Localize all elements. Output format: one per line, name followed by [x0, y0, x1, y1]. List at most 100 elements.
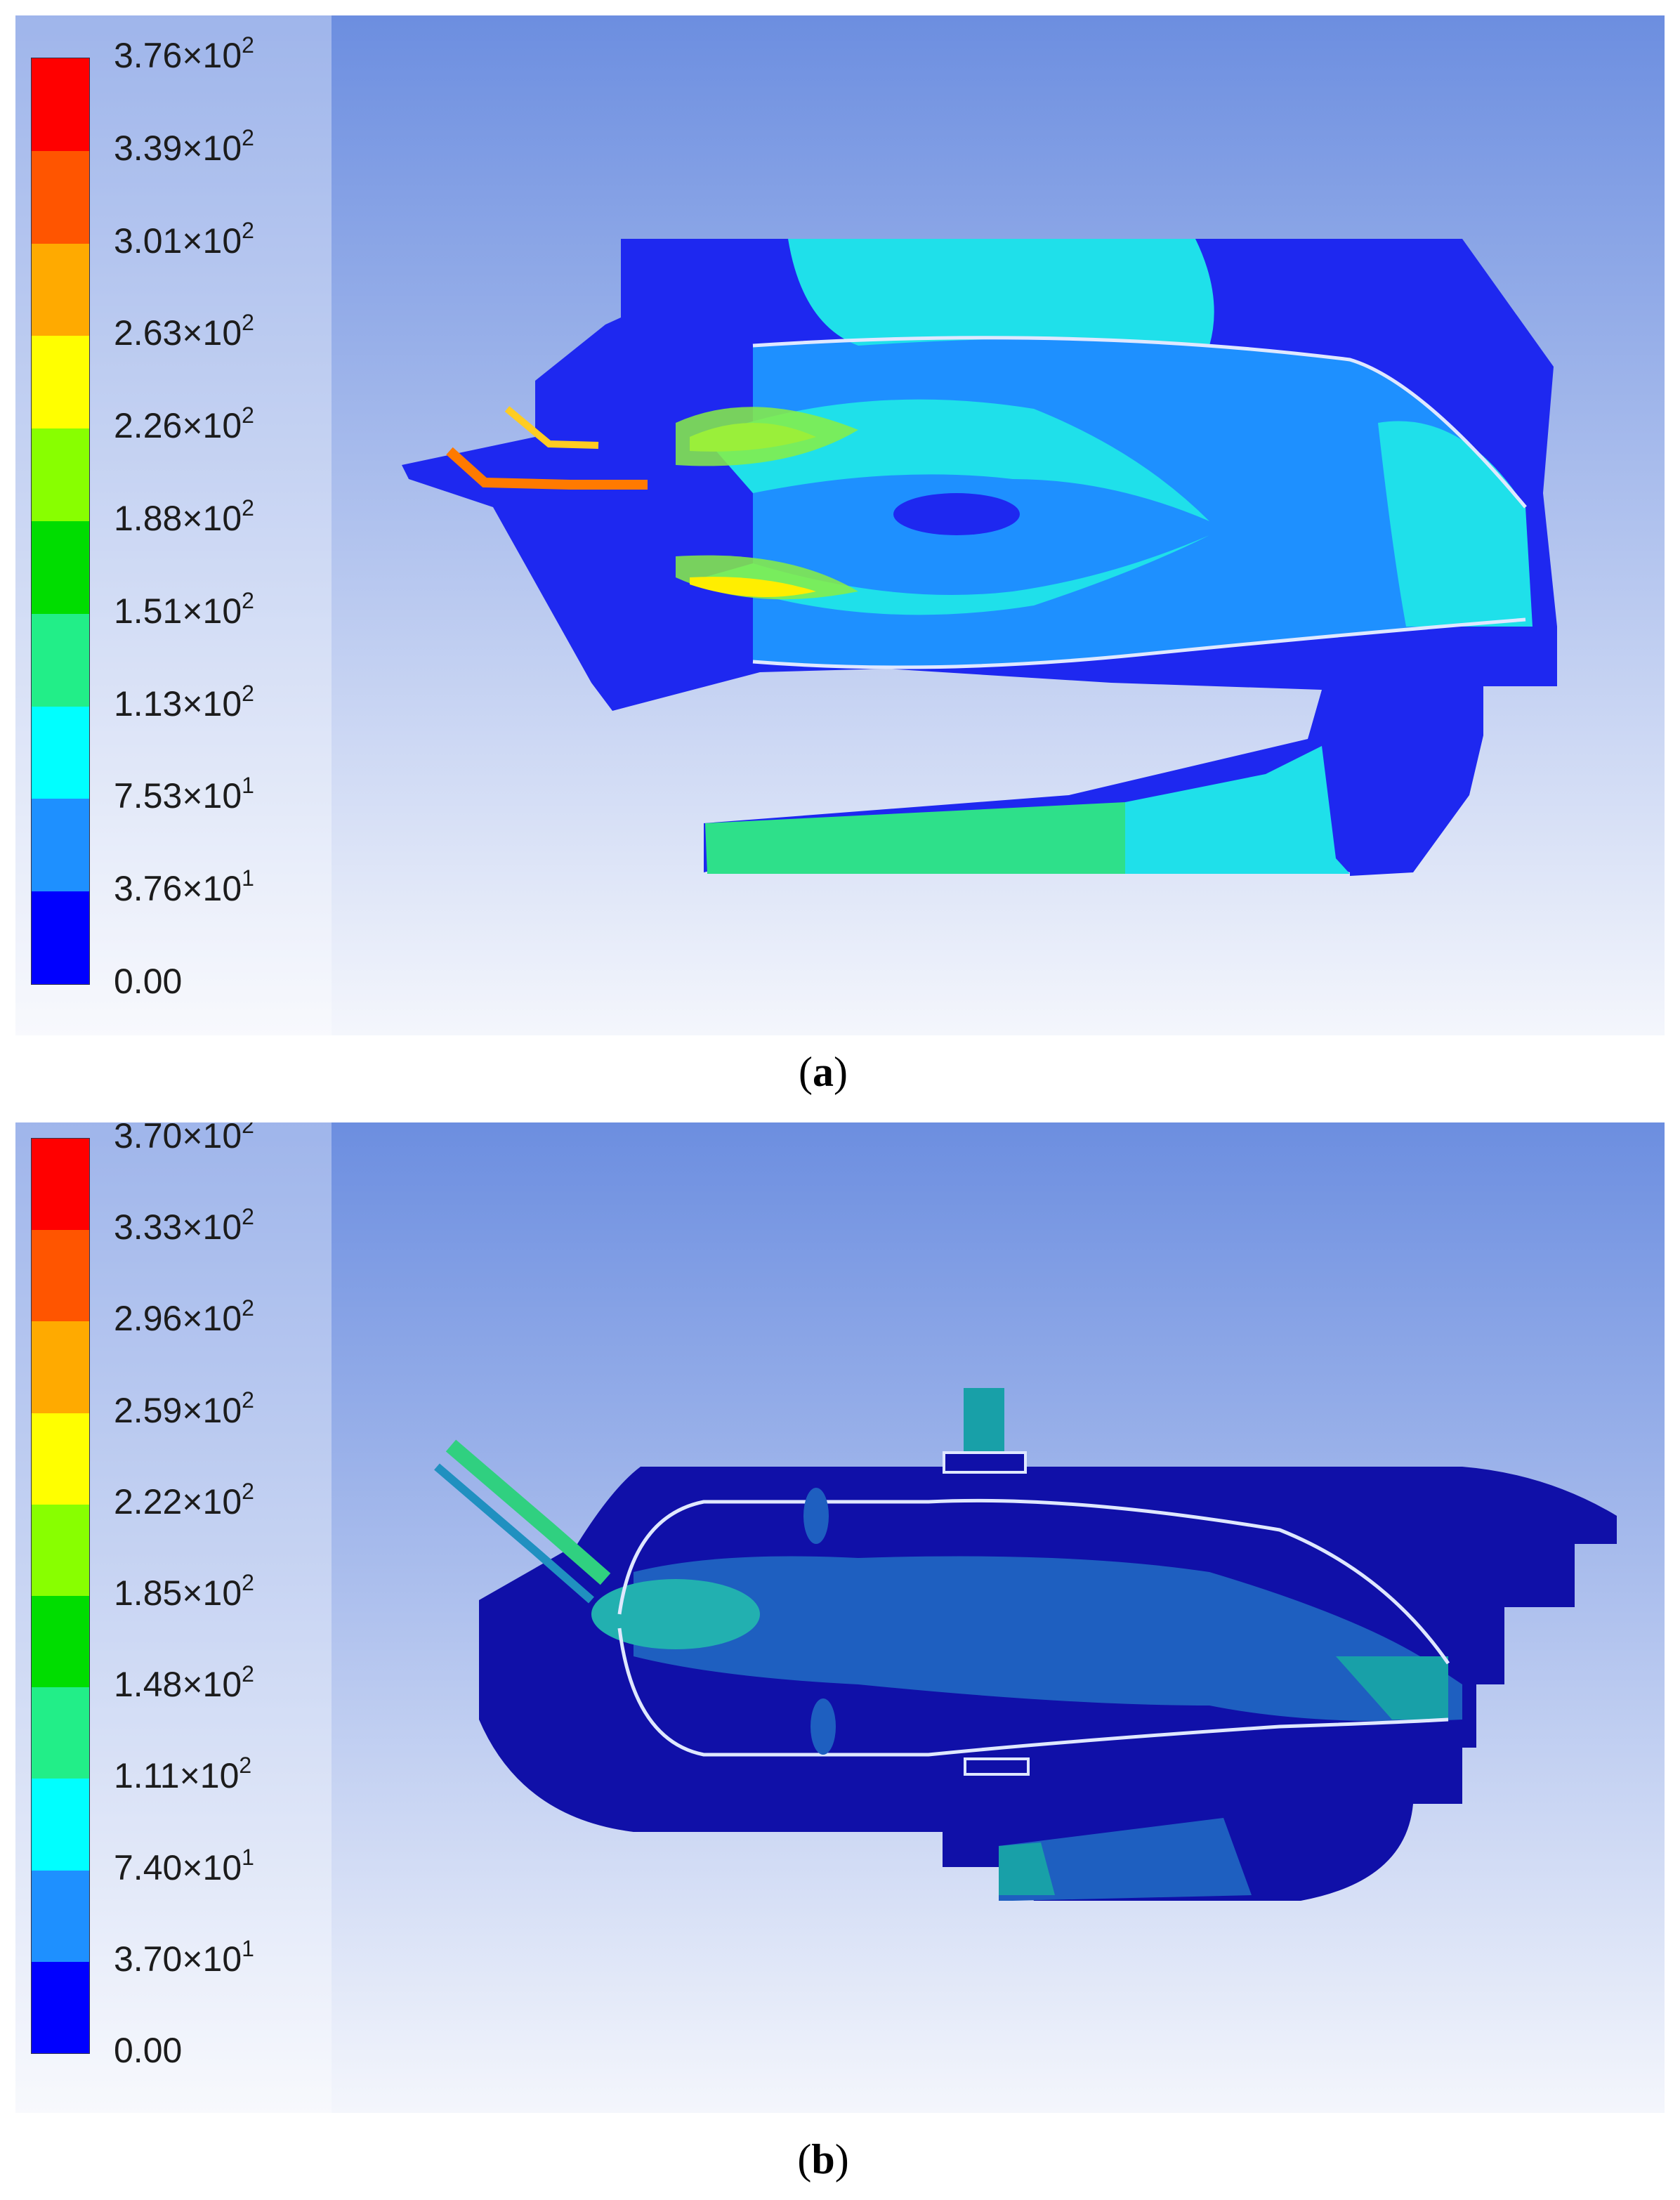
color-swatch [32, 613, 89, 707]
panel-b-legend: 3.70×102 3.33×102 2.96×102 2.59×102 2.22×102… [15, 1122, 332, 2113]
tick-exponent: 2 [242, 310, 254, 336]
color-swatch [32, 428, 89, 521]
tick-label: 1.13×102 [114, 682, 254, 721]
tick-mantissa: 1.48×10 [114, 1665, 242, 1705]
tick-mantissa: 3.33×10 [114, 1207, 242, 1248]
tick-label: 7.40×101 [114, 1846, 254, 1887]
tick-label: 7.53×101 [114, 774, 254, 816]
color-swatch [32, 336, 89, 429]
tick-mantissa: 1.51×10 [114, 591, 242, 631]
color-swatch [32, 1139, 89, 1231]
tick-label: 2.22×102 [114, 1480, 254, 1521]
tick-label: 1.85×102 [114, 1571, 254, 1613]
tick-exponent: 2 [242, 32, 254, 58]
tick-exponent: 1 [242, 773, 254, 799]
lower-jet-hot [690, 577, 816, 597]
color-swatch [32, 1779, 89, 1871]
tick-exponent: 2 [242, 1295, 254, 1321]
upper-annulus-region [788, 239, 1214, 346]
color-swatch [32, 799, 89, 892]
tick-label: 3.39×102 [114, 126, 254, 168]
liner-wall [752, 336, 1527, 669]
tick-exponent: 2 [242, 680, 254, 706]
tick-label: 2.59×102 [114, 1389, 254, 1430]
tick-label: 2.96×102 [114, 1297, 254, 1339]
tick-mantissa: 2.96×10 [114, 1299, 242, 1339]
panel-a-legend: 3.76×102 3.39×102 3.01×102 2.63×102 2.26×102… [15, 15, 332, 1035]
tick-mantissa: 3.76×10 [114, 869, 242, 909]
tick-exponent: 2 [242, 402, 254, 428]
color-swatch [32, 1595, 89, 1688]
panel-b-caption: (b) [797, 2136, 849, 2182]
tick-mantissa: 1.11×10 [114, 1756, 239, 1796]
tick-label: 3.76×102 [114, 34, 254, 75]
tick-mantissa: 7.40×10 [114, 1847, 242, 1887]
color-swatch [32, 1321, 89, 1413]
fuel-pipe-green [445, 1439, 611, 1585]
tick-exponent: 2 [242, 1204, 254, 1230]
fuel-nozzle-hot [446, 447, 648, 490]
color-swatch [32, 1230, 89, 1322]
panel-a: 3.76×102 3.39×102 3.01×102 2.63×102 2.26×102… [15, 15, 1665, 1035]
panel-b-velocity-contour [434, 1388, 1617, 1901]
color-swatch [32, 243, 89, 336]
lower-duct-region [999, 1818, 1252, 1901]
tick-label: 2.63×102 [114, 311, 254, 353]
lower-port [964, 1757, 1030, 1776]
tick-exponent: 2 [242, 1661, 254, 1687]
tick-exponent: 2 [242, 1478, 254, 1504]
tick-exponent: 2 [242, 1570, 254, 1595]
color-swatch [32, 520, 89, 614]
color-bar [31, 58, 90, 985]
fuel-pipe-teal [434, 1463, 594, 1604]
tick-exponent: 1 [242, 1844, 254, 1870]
tick-mantissa: 7.53×10 [114, 776, 242, 816]
color-swatch [32, 706, 89, 799]
tick-mantissa: 3.01×10 [114, 221, 242, 261]
tick-exponent: 2 [242, 495, 254, 520]
color-swatch [32, 1870, 89, 1962]
tick-label: 3.70×101 [114, 1937, 254, 1979]
tick-mantissa: 1.85×10 [114, 1573, 242, 1613]
tick-label: 1.88×102 [114, 497, 254, 538]
liner-core-region [634, 1556, 1462, 1722]
tick-label: 0.00 [114, 964, 182, 999]
panel-a-caption: (a) [799, 1049, 848, 1095]
tick-mantissa: 0.00 [114, 962, 183, 1001]
top-tube-base [943, 1451, 1027, 1474]
tick-mantissa: 2.26×10 [114, 406, 242, 446]
tick-mantissa: 1.88×10 [114, 499, 242, 538]
upper-jet-ring [676, 407, 858, 466]
tick-mantissa: 3.39×10 [114, 128, 242, 168]
tick-label: 1.11×102 [114, 1754, 251, 1796]
upper-eddy [803, 1488, 829, 1544]
tick-exponent: 2 [242, 217, 254, 243]
tick-exponent: 2 [242, 124, 254, 150]
tick-mantissa: 2.63×10 [114, 313, 242, 353]
tick-exponent: 2 [242, 1122, 254, 1138]
color-swatch [32, 1413, 89, 1505]
tick-label: 3.01×102 [114, 219, 254, 261]
tick-mantissa: 3.70×10 [114, 1939, 242, 1979]
color-swatch [32, 1687, 89, 1779]
color-swatch [32, 891, 89, 984]
tick-mantissa: 3.70×10 [114, 1122, 242, 1155]
lower-duct-teal [999, 1842, 1055, 1895]
color-bar [31, 1138, 90, 2054]
exit-teal-region [1336, 1656, 1448, 1720]
tick-exponent: 1 [242, 865, 254, 891]
tick-label: 3.33×102 [114, 1205, 254, 1248]
lower-duct-cyan [1125, 746, 1350, 874]
tick-exponent: 2 [242, 587, 254, 613]
liner-wall [617, 1498, 1450, 1757]
tick-exponent: 2 [242, 1387, 254, 1413]
lower-duct-green [705, 802, 1125, 874]
tick-label: 3.70×102 [114, 1122, 254, 1153]
tick-label: 3.76×101 [114, 867, 254, 909]
color-swatch [32, 150, 89, 244]
tick-mantissa: 2.22×10 [114, 1481, 242, 1521]
fuel-nozzle-upper [504, 406, 599, 449]
tick-label: 1.51×102 [114, 589, 254, 631]
tick-mantissa: 3.76×10 [114, 36, 242, 75]
tick-mantissa: 2.59×10 [114, 1390, 242, 1430]
